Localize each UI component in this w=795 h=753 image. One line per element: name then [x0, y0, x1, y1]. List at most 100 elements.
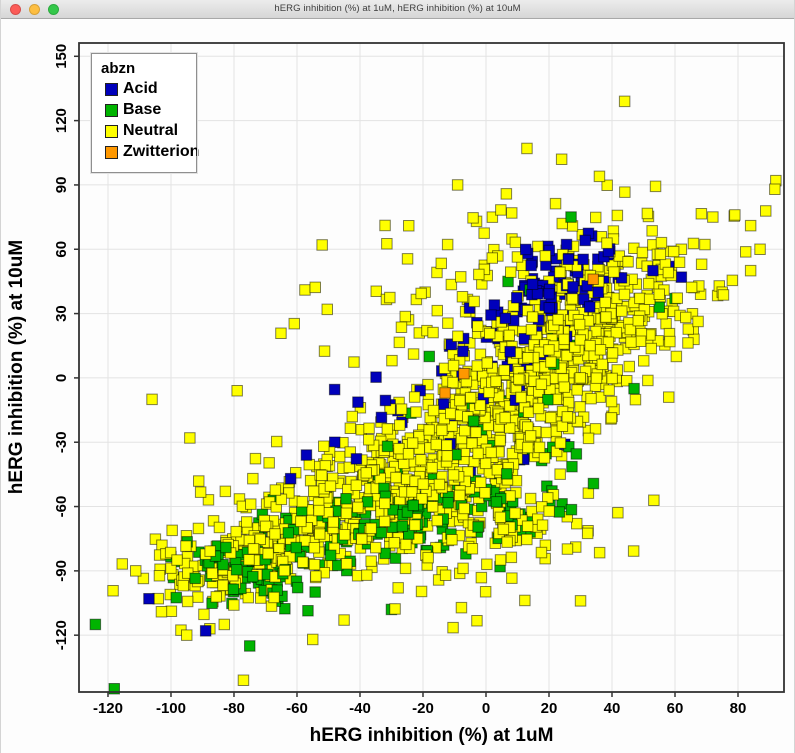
x-tick-label: 20 — [541, 700, 558, 717]
data-point — [313, 504, 325, 517]
data-point — [596, 358, 608, 371]
data-point — [497, 523, 510, 536]
data-point — [327, 516, 339, 528]
axis-ticks — [74, 55, 739, 697]
data-point — [549, 197, 562, 210]
data-point — [491, 464, 504, 476]
data-point — [466, 543, 479, 555]
data-point — [625, 336, 637, 348]
x-tick-label: -100 — [156, 700, 186, 717]
legend-entry-neutral[interactable]: Neutral — [105, 122, 188, 140]
data-point — [447, 359, 460, 372]
data-point — [454, 489, 466, 502]
data-point — [439, 387, 451, 399]
data-point — [521, 520, 534, 532]
data-point — [350, 479, 363, 491]
data-point — [475, 476, 487, 489]
data-point — [623, 360, 635, 373]
data-point — [558, 381, 570, 393]
data-point — [500, 188, 513, 200]
data-point — [618, 95, 631, 108]
data-point — [538, 452, 551, 464]
legend-entry-acid[interactable]: Acid — [105, 80, 188, 98]
data-point — [361, 569, 373, 581]
data-point — [570, 448, 583, 460]
zoom-button[interactable] — [48, 4, 59, 15]
legend: abzn Acid Base Neutral Zwitterion — [90, 52, 199, 174]
data-point — [642, 277, 655, 290]
data-point — [519, 594, 531, 607]
data-point — [184, 432, 196, 444]
data-point — [360, 467, 372, 479]
data-point — [395, 403, 408, 415]
data-point — [475, 571, 488, 584]
data-point — [543, 302, 555, 314]
data-point — [616, 305, 628, 317]
data-point — [554, 437, 567, 449]
data-point — [454, 394, 466, 407]
data-point — [447, 621, 459, 634]
data-point — [494, 554, 507, 566]
data-point — [422, 378, 434, 391]
legend-entry-base[interactable]: Base — [105, 101, 188, 119]
data-point — [417, 478, 429, 490]
data-point — [481, 558, 493, 570]
data-point — [638, 355, 650, 367]
data-point — [363, 434, 375, 446]
data-point — [343, 461, 356, 474]
data-point — [269, 528, 281, 540]
data-point — [227, 583, 240, 595]
data-point — [560, 238, 573, 251]
data-point — [401, 506, 414, 518]
data-point — [381, 440, 394, 453]
data-point — [531, 288, 544, 300]
data-point — [673, 256, 686, 268]
data-point — [457, 345, 469, 358]
data-point — [116, 558, 128, 570]
data-point — [130, 565, 142, 577]
data-point — [321, 303, 333, 316]
data-point — [393, 442, 405, 455]
data-point — [532, 402, 545, 415]
close-button[interactable] — [10, 4, 21, 15]
data-point — [340, 507, 353, 519]
title-bar[interactable]: hERG inhibition (%) at 1uM, hERG inhibit… — [1, 0, 794, 19]
data-point — [707, 211, 719, 223]
minimize-button[interactable] — [29, 4, 40, 15]
data-point — [344, 446, 356, 458]
data-point — [545, 411, 557, 424]
data-point — [243, 554, 255, 566]
data-point — [543, 505, 555, 517]
data-point — [467, 415, 480, 427]
data-point — [610, 326, 623, 339]
data-point — [621, 375, 633, 387]
data-point — [171, 554, 183, 566]
data-point — [352, 501, 364, 514]
data-point — [423, 350, 435, 363]
data-point — [511, 251, 524, 263]
data-point — [346, 410, 358, 423]
data-point — [611, 209, 624, 222]
data-point — [622, 256, 634, 268]
y-tick-label: -30 — [53, 431, 70, 453]
data-point — [300, 449, 313, 461]
data-point — [379, 219, 391, 232]
legend-entry-zwitterion[interactable]: Zwitterion — [105, 143, 199, 161]
data-point — [615, 272, 628, 284]
data-point — [574, 372, 586, 384]
data-point — [484, 327, 496, 340]
y-tick-label: 60 — [53, 241, 70, 258]
data-point — [565, 503, 578, 516]
x-tick-label: -120 — [93, 700, 123, 717]
data-point — [671, 292, 683, 304]
data-point — [520, 243, 532, 256]
data-point — [504, 345, 516, 358]
data-point — [577, 293, 590, 306]
data-point — [399, 562, 412, 575]
x-tick-label: 40 — [604, 700, 621, 717]
data-point — [340, 558, 353, 570]
y-tick-label: -90 — [53, 560, 70, 582]
legend-swatch-acid — [105, 82, 118, 96]
data-point — [467, 212, 479, 224]
